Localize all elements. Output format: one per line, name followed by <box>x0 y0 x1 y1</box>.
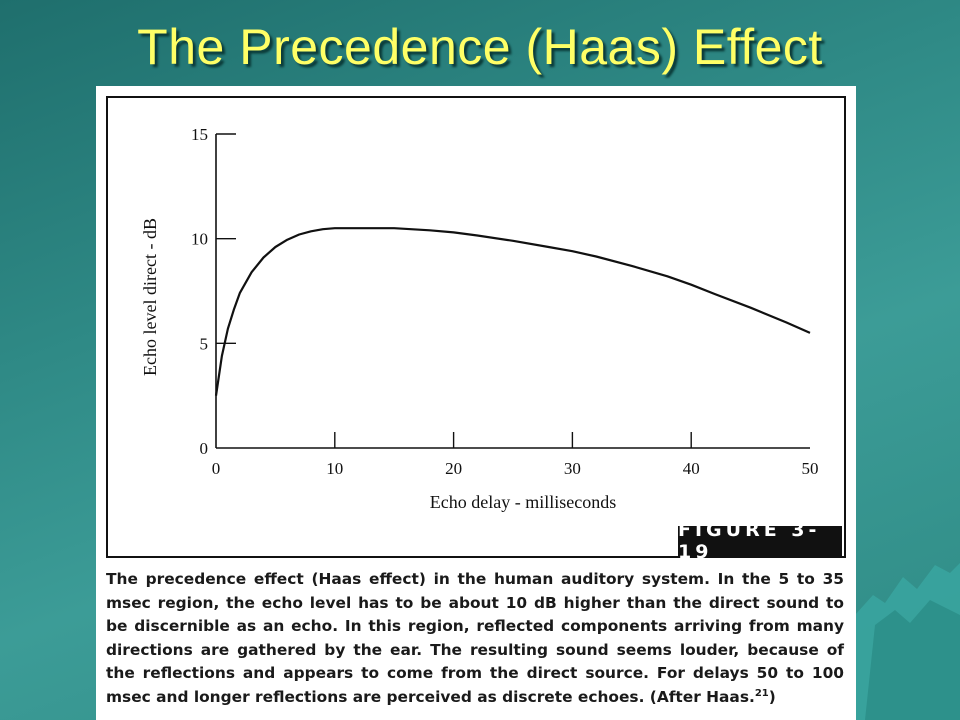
chart-frame <box>106 96 846 558</box>
caption-reference: 21 <box>754 687 769 699</box>
series-line-0 <box>214 227 811 396</box>
y-tick-label: 10 <box>191 230 208 249</box>
figure-number-badge: FIGURE 3-19 <box>678 519 842 563</box>
plot-area <box>214 227 811 396</box>
caption-text: The precedence effect (Haas effect) in t… <box>106 570 844 706</box>
precedence-chart: 0 5 10 15 0 10 20 30 40 50 Echo delay - millisec… <box>140 125 819 512</box>
x-tick-label: 40 <box>683 459 700 478</box>
rock-decoration <box>855 563 960 720</box>
y-axis-label: Echo level direct - dB <box>140 218 160 376</box>
x-tick-label: 50 <box>802 459 819 478</box>
figure-panel: 0 5 10 15 0 10 20 30 40 50 Echo delay - millisec… <box>96 86 856 720</box>
slide-title: The Precedence (Haas) Effect <box>137 19 823 75</box>
x-tick-label: 20 <box>445 459 462 478</box>
x-axis-label: Echo delay - milliseconds <box>430 492 616 512</box>
y-tick-label: 15 <box>191 125 208 144</box>
y-tick-label: 0 <box>200 439 209 458</box>
x-axis: 0 10 20 30 40 50 <box>212 432 819 478</box>
y-tick-label: 5 <box>200 334 209 353</box>
caption-close: ) <box>768 687 776 706</box>
x-tick-label: 30 <box>564 459 581 478</box>
y-axis: 0 5 10 15 <box>191 125 236 458</box>
figure-caption: The precedence effect (Haas effect) in t… <box>106 568 844 710</box>
x-tick-label: 10 <box>326 459 343 478</box>
x-tick-label: 0 <box>212 459 221 478</box>
